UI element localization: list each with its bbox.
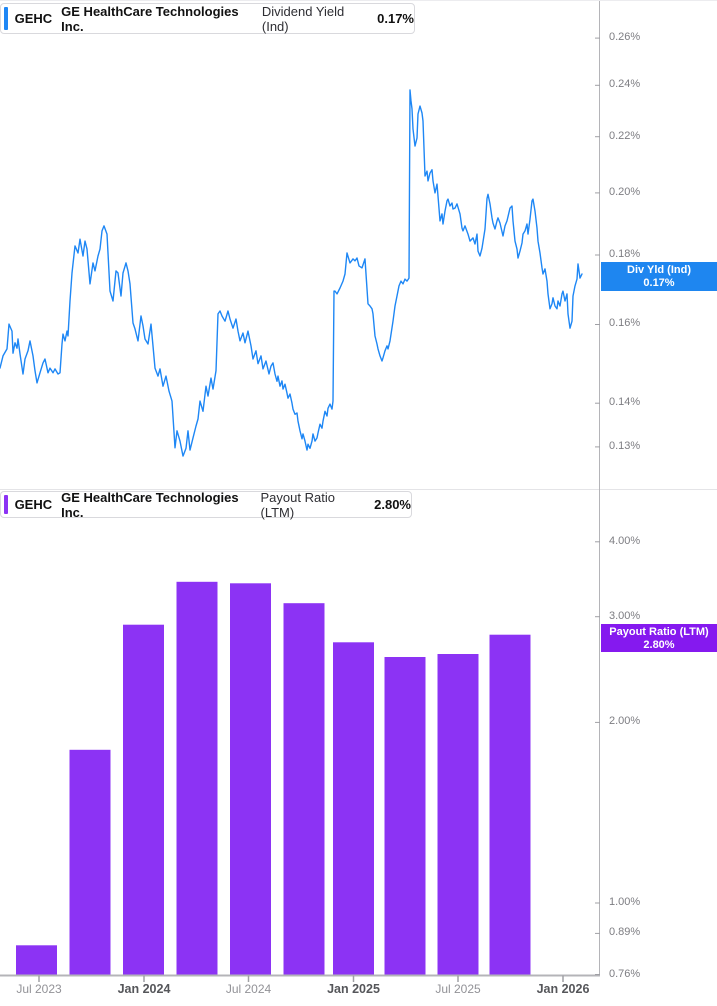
payout-ratio-bar-Q2-2024[interactable] [176, 581, 218, 975]
ticker-symbol: GEHC [14, 11, 53, 26]
payout-ratio-bar-Q1-2025[interactable] [333, 642, 374, 975]
badge-metric-value: 0.17% [643, 277, 675, 289]
payout-ratio-bar-Q4-2024[interactable] [283, 603, 325, 975]
company-name: GE HealthCare Technologies Inc. [61, 489, 239, 520]
payout-ratio-last-value-badge: Payout Ratio (LTM) 2.80% [601, 624, 717, 652]
company-name: GE HealthCare Technologies Inc. [61, 3, 239, 34]
badge-metric-label: Div Yld (Ind) [627, 264, 691, 276]
payout-ratio-bar-Q3-2025[interactable] [437, 654, 479, 975]
badge-metric-label: Payout Ratio (LTM) [609, 626, 709, 638]
badge-metric-value: 2.80% [643, 639, 675, 651]
payout-ratio-bar-Q3-2023[interactable] [16, 945, 57, 975]
dividend-yield-accent-bar [4, 7, 8, 30]
payout-ratio-accent-bar [4, 495, 8, 514]
ticker-symbol: GEHC [14, 497, 53, 512]
payout-ratio-bar-Q1-2024[interactable] [123, 624, 164, 975]
metric-name: Payout Ratio (LTM) [260, 489, 335, 520]
payout-ratio-bar-Q3-2024[interactable] [230, 583, 271, 975]
payout-ratio-legend: GEHC GE HealthCare Technologies Inc. Pay… [0, 489, 412, 520]
dividend-yield-legend: GEHC GE HealthCare Technologies Inc. Div… [0, 3, 415, 34]
payout-ratio-bar-Q4-2023[interactable] [69, 749, 111, 975]
payout-ratio-bar-Q2-2025[interactable] [384, 657, 426, 975]
metric-value: 0.17% [377, 11, 414, 26]
dividend-yield-line-series[interactable] [0, 89, 583, 457]
metric-value: 2.80% [374, 497, 411, 512]
metric-name: Dividend Yield (Ind) [261, 3, 345, 34]
dividend-yield-last-value-badge: Div Yld (Ind) 0.17% [601, 262, 717, 291]
payout-ratio-bar-Q4-2025[interactable] [489, 634, 531, 975]
